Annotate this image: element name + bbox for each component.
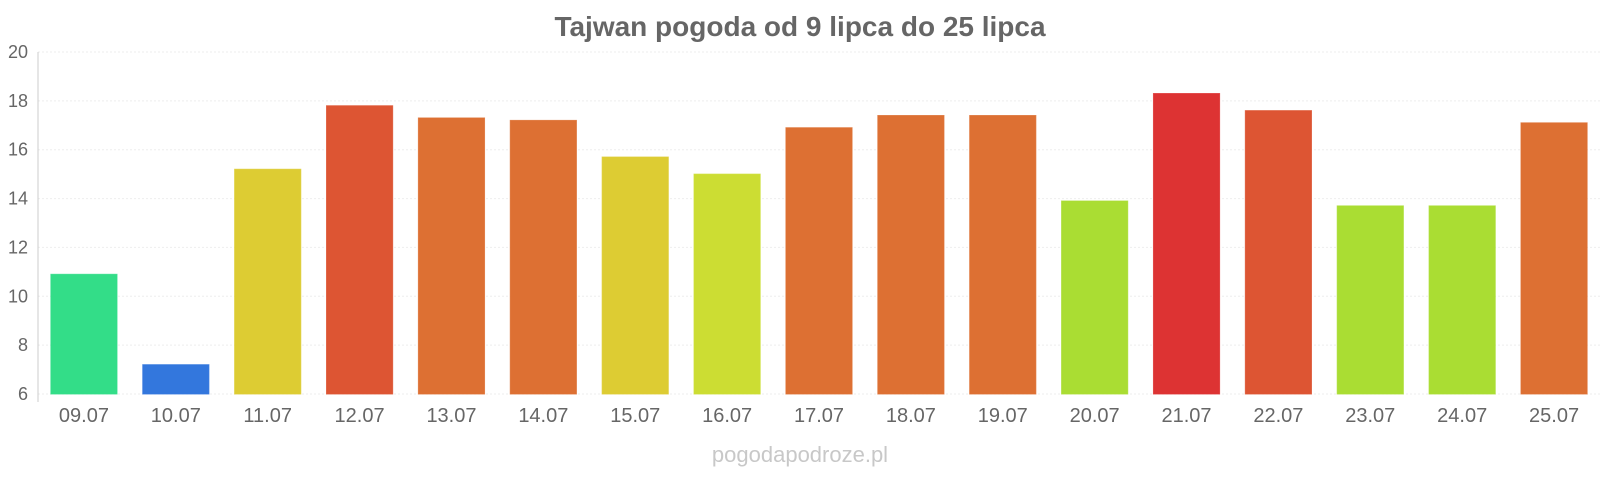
y-axis: 6 8 10 12 14 16 18 20 [8,42,28,404]
x-axis: 09.07 10.07 11.07 12.07 13.07 14.07 15.07 16.07… [59,405,1579,427]
bar-23.07 [1336,205,1404,395]
bar-15.07 [601,156,669,395]
x-tick-label: 12.07 [335,405,385,427]
x-tick-label: 14.07 [518,405,568,427]
bars [50,93,1588,395]
bar-12.07 [326,105,394,395]
bar-11.07 [234,168,302,395]
bar-21.07 [1152,93,1221,395]
x-tick-label: 21.07 [1161,405,1211,427]
bar-17.07 [785,127,853,395]
bar-24.07 [1428,205,1496,395]
bar-20.07 [1061,200,1129,395]
x-tick-label: 16.07 [702,405,752,427]
chart-title: Tajwan pogoda od 9 lipca do 25 lipca [554,11,1046,42]
x-tick-label: 17.07 [794,405,844,427]
y-tick-label: 6 [18,384,28,404]
x-tick-label: 20.07 [1070,405,1120,427]
y-tick-label: 8 [18,335,28,355]
y-tick-label: 16 [8,140,28,160]
x-tick-label: 23.07 [1345,405,1395,427]
x-tick-label: 10.07 [151,405,201,427]
bar-25.07 [1520,122,1588,395]
bar-22.07 [1244,110,1312,395]
bar-09.07 [50,273,118,395]
x-tick-label: 22.07 [1253,405,1303,427]
bar-14.07 [509,119,577,395]
watermark: pogodapodroze.pl [712,442,888,467]
y-tick-label: 10 [8,286,28,306]
bar-10.07 [142,364,210,395]
bar-19.07 [969,115,1037,395]
bar-16.07 [693,173,761,395]
x-tick-label: 24.07 [1437,405,1487,427]
x-tick-label: 11.07 [243,405,292,427]
x-tick-label: 15.07 [610,405,660,427]
bar-18.07 [877,115,945,395]
x-tick-label: 19.07 [978,405,1028,427]
y-tick-label: 20 [8,42,28,62]
x-tick-label: 25.07 [1529,405,1579,427]
y-tick-label: 14 [8,189,28,209]
x-tick-label: 18.07 [886,405,936,427]
y-tick-label: 18 [8,91,28,111]
y-tick-label: 12 [8,237,28,257]
x-tick-label: 13.07 [426,405,476,427]
bar-13.07 [417,117,486,395]
x-tick-label: 09.07 [59,405,109,427]
